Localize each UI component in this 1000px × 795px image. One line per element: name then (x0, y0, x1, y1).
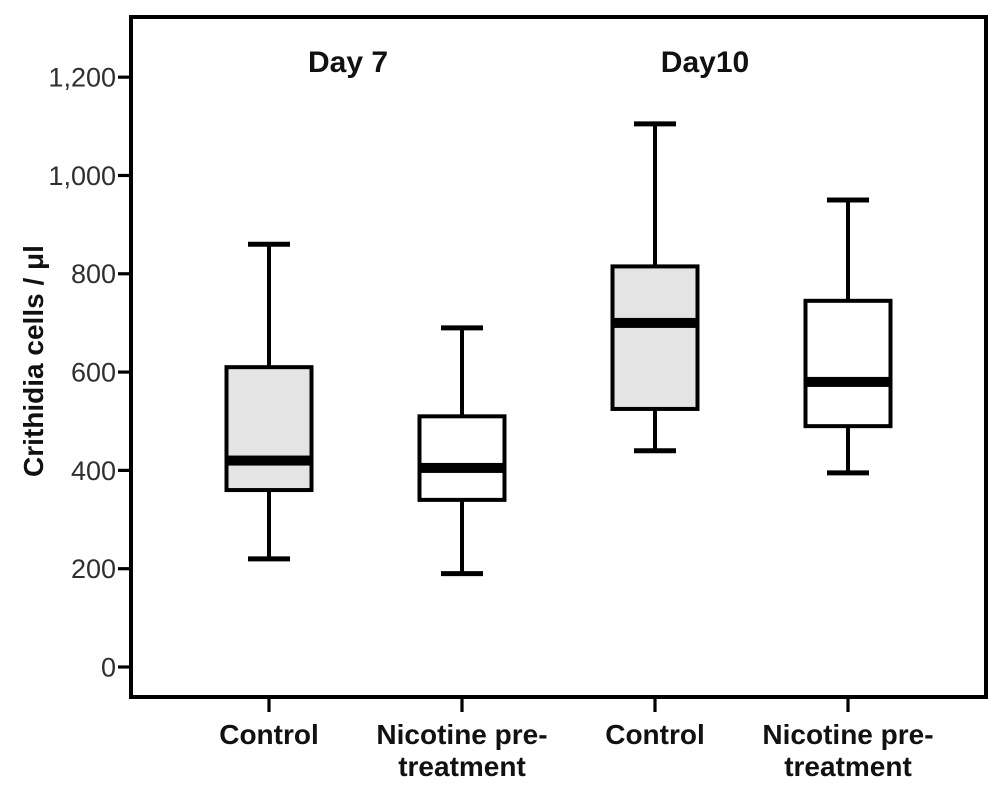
y-tick-label-800: 800 (71, 259, 116, 289)
y-tick-label-600: 600 (71, 358, 116, 388)
median-line (612, 317, 698, 328)
y-tick-label-1000: 1,000 (48, 161, 116, 191)
box-day10-control (610, 121, 700, 454)
y-tick-label-200: 200 (71, 554, 116, 584)
iqr-box (224, 365, 314, 493)
y-tick-label-0: 0 (101, 652, 116, 682)
x-label-nicotine-pre-treatment-line1: Nicotine pre- (762, 719, 933, 750)
iqr-box (417, 414, 507, 502)
box-day-7-control (224, 241, 314, 562)
box-day-7-nicotine-pre-treatment (417, 325, 507, 577)
median-line (805, 376, 891, 387)
x-label-control-line1: Control (605, 719, 705, 750)
group-label-day-7: Day 7 (308, 46, 388, 79)
median-line (226, 455, 312, 466)
iqr-box (803, 298, 893, 429)
median-line (419, 462, 505, 473)
y-tick-label-1200: 1,200 (48, 63, 116, 93)
x-label-nicotine-pre-treatment-line1: Nicotine pre- (376, 719, 547, 750)
y-tick-label-400: 400 (71, 456, 116, 486)
x-label-nicotine-pre-treatment-line2: treatment (784, 751, 912, 782)
x-label-nicotine-pre-treatment-line2: treatment (398, 751, 526, 782)
box-day10-nicotine-pre-treatment (803, 197, 893, 476)
y-axis-title: Crithidia cells / μl (18, 245, 49, 477)
iqr-box (610, 264, 700, 411)
x-label-control-line1: Control (219, 719, 319, 750)
group-label-day10: Day10 (661, 46, 749, 79)
